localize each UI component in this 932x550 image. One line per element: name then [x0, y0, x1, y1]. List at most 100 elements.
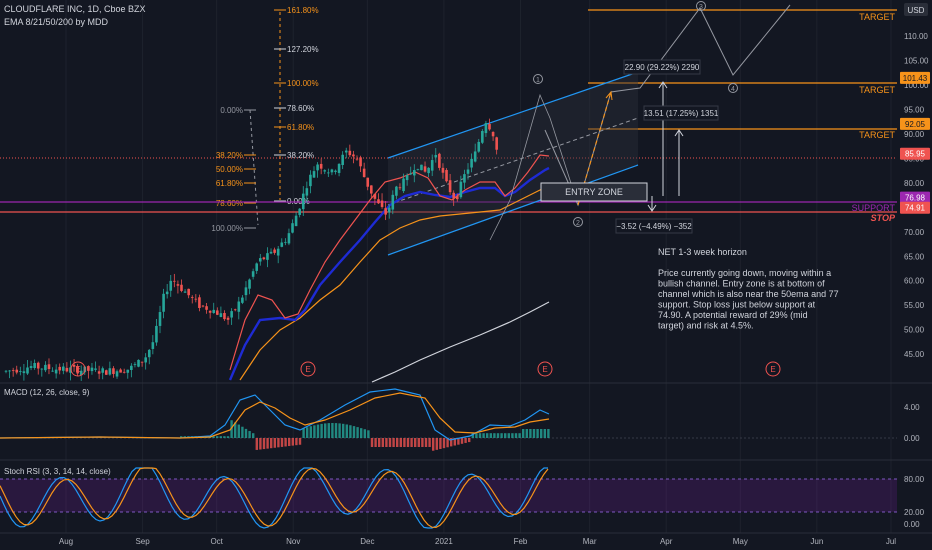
candle-body [424, 166, 427, 171]
candle-body [374, 194, 377, 199]
macd-bar [461, 438, 463, 444]
macd-bar [414, 438, 416, 447]
macd-bar [497, 433, 499, 438]
macd-bar [338, 423, 340, 438]
fib-left-label: 0.00% [220, 106, 243, 115]
candle-body [273, 250, 276, 253]
candle-body [320, 164, 323, 169]
candle-body [105, 370, 108, 375]
candle-body [366, 178, 369, 187]
macd-bar [270, 438, 272, 448]
candle-body [248, 280, 251, 289]
macd-bar [382, 438, 384, 447]
macd-bar [335, 423, 337, 438]
candle-body [409, 173, 412, 174]
candle-body [452, 193, 455, 199]
candle-body [12, 370, 15, 371]
candle-body [427, 168, 430, 173]
macd-bar [241, 427, 243, 438]
candle-body [359, 157, 362, 166]
candle-body [23, 371, 26, 373]
indicator-title: EMA 8/21/50/200 by MDD [4, 17, 109, 27]
macd-bar [392, 438, 394, 447]
time-axis-label: 2021 [435, 537, 453, 546]
time-axis-label: Apr [660, 537, 673, 546]
candle-body [55, 370, 58, 374]
level-label: SUPPORT [852, 203, 896, 213]
candle-body [62, 367, 65, 371]
note-title: NET 1-3 week horizon [658, 247, 747, 257]
macd-bar [284, 438, 286, 446]
candle-body [377, 199, 380, 203]
stoch-title: Stoch RSI (3, 3, 14, 14, close) [4, 467, 111, 476]
candle-body [463, 174, 466, 182]
candle-body [94, 368, 97, 369]
measure-label: 13.51 (17.25%) 1351 [644, 109, 719, 118]
price-tick: 55.00 [904, 301, 925, 310]
candle-body [474, 151, 477, 161]
fib-left-label: 78.60% [216, 199, 243, 208]
candle-body [270, 252, 273, 254]
price-badge-label: 101.43 [903, 74, 928, 83]
measure-label: −3.52 (−4.49%) −352 [616, 222, 692, 231]
price-tick: 70.00 [904, 228, 925, 237]
candle-body [198, 297, 201, 308]
candle-body [37, 363, 40, 369]
macd-bar [526, 429, 528, 438]
candle-body [392, 195, 395, 210]
macd-bar [245, 429, 247, 438]
macd-bar [536, 429, 538, 438]
candle-body [481, 131, 484, 143]
candle-body [44, 365, 47, 370]
candle-body [280, 243, 283, 247]
entry-zone[interactable]: ENTRY ZONE [541, 183, 647, 201]
candle-body [263, 257, 266, 259]
macd-bar [216, 436, 218, 438]
candle-body [438, 154, 441, 168]
fib-left-label: 38.20% [216, 151, 243, 160]
candle-body [130, 366, 133, 370]
candle-body [66, 368, 69, 371]
currency-label: USD [908, 6, 925, 15]
macd-bar [371, 438, 373, 447]
candle-body [288, 233, 291, 243]
macd-bar [493, 433, 495, 438]
level-label: TARGET [859, 85, 895, 95]
stoch-tick: 20.00 [904, 508, 925, 517]
macd-bar [317, 425, 319, 438]
macd-bar [295, 438, 297, 445]
candle-body [30, 366, 33, 368]
price-badge-label: 85.95 [905, 150, 926, 159]
candle-body [141, 362, 144, 363]
candle-body [19, 371, 22, 372]
level-label: TARGET [859, 12, 895, 22]
macd-bar [356, 427, 358, 438]
macd-bar [385, 438, 387, 447]
macd-bar [443, 438, 445, 448]
candle-body [323, 170, 326, 171]
macd-bar [310, 426, 312, 438]
macd-bar [547, 429, 549, 438]
fib-right-label: 100.00% [287, 79, 319, 88]
macd-tick: 0.00 [904, 434, 920, 443]
candle-body [169, 281, 172, 291]
measure-label: 22.90 (29.22%) 2290 [625, 63, 700, 72]
macd-bar [320, 424, 322, 438]
time-axis-label: Sep [135, 537, 150, 546]
candle-body [488, 124, 491, 129]
macd-bar [468, 438, 470, 442]
candle-body [51, 371, 54, 372]
macd-bar [486, 433, 488, 438]
time-axis-label: Nov [286, 537, 300, 546]
wave-label: 1 [536, 77, 540, 84]
macd-bar [389, 438, 391, 447]
candle-body [384, 208, 387, 215]
candle-body [277, 249, 280, 256]
candle-body [413, 170, 416, 175]
time-axis-label: Jun [810, 537, 823, 546]
candle-body [298, 209, 301, 215]
candle-body [148, 350, 151, 357]
candle-body [191, 297, 194, 298]
time-axis-label: May [733, 537, 748, 546]
